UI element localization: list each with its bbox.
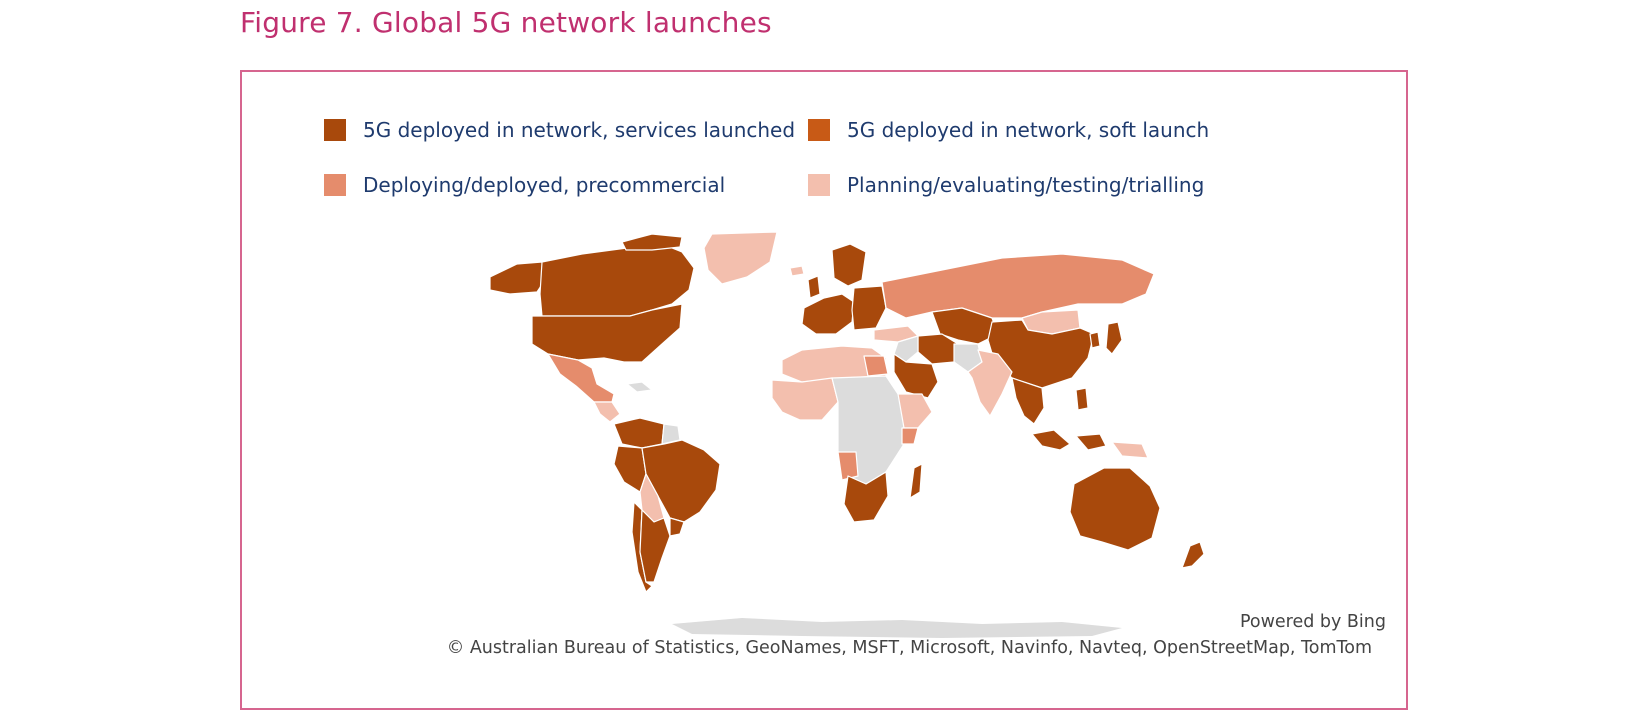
region-antarctica xyxy=(672,618,1122,638)
legend-label-services-launched: 5G deployed in network, services launche… xyxy=(363,118,796,142)
region-korea xyxy=(1089,331,1101,349)
region-australia xyxy=(1069,467,1161,551)
region-argentina xyxy=(639,509,671,583)
legend-item-precommercial: Deploying/deployed, precommercial xyxy=(324,173,725,197)
legend-label-precommercial: Deploying/deployed, precommercial xyxy=(363,173,726,197)
region-mexico xyxy=(547,353,615,403)
region-japan xyxy=(1105,321,1123,355)
region-philippines xyxy=(1075,387,1089,411)
region-india xyxy=(967,349,1013,417)
region-kenya xyxy=(901,427,919,445)
region-indonesia-west xyxy=(1031,429,1071,451)
legend-item-soft-launch: 5G deployed in network, soft launch xyxy=(808,118,1209,142)
legend-swatch-services-launched xyxy=(324,119,346,141)
region-iraq-syria xyxy=(893,335,919,363)
region-iceland xyxy=(789,265,805,277)
figure-title: Figure 7. Global 5G network launches xyxy=(240,6,772,39)
legend-swatch-precommercial xyxy=(324,174,346,196)
world-map xyxy=(489,231,1205,638)
legend-item-services-launched: 5G deployed in network, services launche… xyxy=(324,118,795,142)
region-east-africa xyxy=(897,393,933,429)
region-canada xyxy=(539,243,695,317)
region-indonesia-east xyxy=(1075,433,1107,451)
map-legend: 5G deployed in network, services launche… xyxy=(242,72,1406,212)
region-new-zealand xyxy=(1181,541,1205,569)
region-alaska xyxy=(489,261,548,295)
region-greenland xyxy=(703,231,778,285)
powered-by-bing: Powered by Bing xyxy=(1239,612,1386,632)
legend-label-soft-launch: 5G deployed in network, soft launch xyxy=(847,118,1210,142)
region-arctic-islands xyxy=(621,233,683,251)
region-uruguay xyxy=(669,517,685,537)
region-uk xyxy=(807,275,821,299)
legend-item-planning: Planning/evaluating/testing/trialling xyxy=(808,173,1204,197)
region-russia xyxy=(881,253,1155,319)
map-copyright: © Australian Bureau of Statistics, GeoNa… xyxy=(446,638,1372,658)
legend-swatch-soft-launch xyxy=(808,119,830,141)
region-central-america xyxy=(593,401,621,423)
region-western-europe xyxy=(801,293,855,335)
region-scandinavia xyxy=(831,243,867,287)
legend-swatch-planning xyxy=(808,174,830,196)
map-frame: 5G deployed in network, services launche… xyxy=(240,70,1408,710)
region-southern-africa xyxy=(843,471,889,523)
region-se-asia xyxy=(1011,377,1045,425)
region-sa-north xyxy=(613,417,665,449)
region-egypt xyxy=(863,355,889,377)
region-saudi-arabia xyxy=(893,353,939,399)
region-angola xyxy=(837,451,859,481)
legend-label-planning: Planning/evaluating/testing/trialling xyxy=(847,173,1205,197)
region-caribbean xyxy=(626,381,653,393)
region-west-africa xyxy=(771,377,839,421)
region-papua xyxy=(1111,441,1149,459)
region-eastern-europe xyxy=(851,285,887,331)
region-madagascar xyxy=(909,463,923,499)
region-peru xyxy=(613,445,647,493)
